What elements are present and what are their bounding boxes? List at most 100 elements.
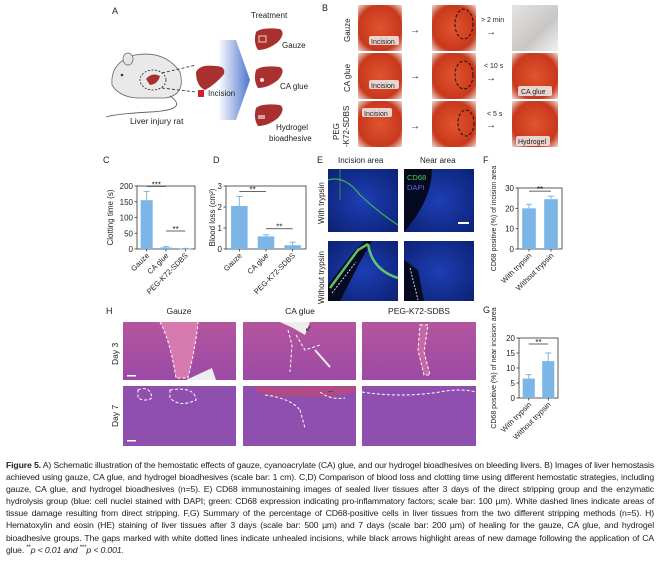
figure: A Liver injury rat Incision Treatment Ga… xyxy=(103,3,563,446)
photo-ca-glue-applied xyxy=(432,53,476,99)
panel-label-f: F xyxy=(483,155,489,165)
bar xyxy=(542,361,555,398)
y-axis-label: Clotting time (s) xyxy=(106,189,115,245)
photo-hydrogel-incision xyxy=(358,101,402,147)
arrow-icon: → xyxy=(486,73,496,84)
photo-gauze-applied xyxy=(432,5,476,51)
y-tick-label: 15 xyxy=(506,349,515,358)
panel-b: B Gauze Incision → > 2 min → CA glue Inc… xyxy=(322,3,558,147)
fluorescence-image xyxy=(328,169,398,232)
figure-caption: Figure 5. A) Schematic illustration of t… xyxy=(6,459,654,556)
bar xyxy=(140,200,153,249)
row-title-with-trypsin: With trypsin xyxy=(317,182,326,224)
caption-sig2-mark: *** xyxy=(79,544,87,551)
significance-label: ** xyxy=(537,185,543,194)
bar xyxy=(544,199,558,249)
hydrogel-incision-tag: Incision xyxy=(364,111,388,118)
bar xyxy=(522,208,536,249)
caption-figure-label: Figure 5. xyxy=(6,460,41,470)
y-tick-label: 3 xyxy=(218,182,223,191)
y-axis-label: CD68 positive (%) of near incision area xyxy=(491,307,498,428)
row-title-day3: Day 3 xyxy=(110,343,120,365)
y-axis-label: CD68 positive (%) of incision area xyxy=(491,166,498,272)
photo-gauze-result xyxy=(512,5,558,51)
significance-label: *** xyxy=(152,180,161,189)
caption-sig2-text: p < 0.001. xyxy=(86,544,124,555)
panel-h: H Gauze CA glue PEG-K72-SDBS Day 3 Day 7… xyxy=(106,306,477,446)
col-title-gauze: Gauze xyxy=(166,306,191,316)
arrow-icon: → xyxy=(410,25,420,36)
damage-arrow-icon: ↙ xyxy=(305,324,312,333)
bar xyxy=(284,245,301,249)
row-label-peg-line1: PEG xyxy=(332,123,341,140)
y-tick-label: 100 xyxy=(120,214,134,223)
legend-cd68: CD68 xyxy=(407,173,426,182)
bar xyxy=(160,247,172,249)
panel-label-h: H xyxy=(106,306,113,316)
panel-a: A Liver injury rat Incision Treatment Ga… xyxy=(105,6,312,143)
y-tick-label: 50 xyxy=(124,229,133,238)
panel-label-b: B xyxy=(322,3,328,13)
row-title-day7: Day 7 xyxy=(110,405,120,427)
panel-e: E Incision area Near area With trypsin W… xyxy=(317,155,474,304)
treatment-ca-glue-label: CA glue xyxy=(280,82,309,91)
arrow-icon: → xyxy=(410,121,420,132)
y-tick-label: 150 xyxy=(120,198,134,207)
significance-label: ** xyxy=(173,225,179,234)
hydrogel-result-tag: Hydrogel xyxy=(518,139,546,146)
col-title-near: Near area xyxy=(420,156,456,165)
y-tick-label: 30 xyxy=(505,184,514,193)
y-tick-label: 20 xyxy=(505,204,514,213)
row-label-ca-glue: CA glue xyxy=(343,63,352,92)
y-tick-label: 20 xyxy=(506,334,515,343)
chart-cd68-near: 0 5 10 15 20 CD68 positive (%) of near incisi… xyxy=(491,307,559,441)
y-tick-label: 200 xyxy=(120,182,134,191)
liver-gauze-icon xyxy=(254,28,283,50)
y-tick-label: 1 xyxy=(218,224,223,233)
liver-hydrogel-icon xyxy=(254,104,283,126)
y-tick-label: 10 xyxy=(505,225,514,234)
treatment-hydrogel-label: Hydrogel xyxy=(276,123,308,132)
panel-label-a: A xyxy=(112,6,118,16)
plot-frame xyxy=(517,187,563,250)
gauze-incision-tag: Incision xyxy=(371,39,395,46)
caption-text: A) Schematic illustration of the hemosta… xyxy=(6,460,655,555)
photo-ca-glue-incision xyxy=(358,53,402,99)
ca-glue-incision-tag: Incision xyxy=(371,83,395,90)
bar xyxy=(522,378,535,398)
bar xyxy=(257,236,275,249)
panel-label-e: E xyxy=(317,155,323,165)
incision-label: Incision xyxy=(208,89,235,98)
chart-cd68-incision: 0 10 20 30 CD68 positive (%) of incision are… xyxy=(491,166,563,292)
significance-label: ** xyxy=(250,186,256,195)
legend-dapi: DAPI xyxy=(407,183,425,192)
arrow-icon: → xyxy=(410,71,420,82)
row-label-peg-line2: -K72-SDBS xyxy=(342,106,351,147)
y-tick-label: 2 xyxy=(218,203,223,212)
photo-hydrogel-applied xyxy=(432,101,476,147)
liver-ca-glue-icon xyxy=(254,66,283,88)
col-title-incision: Incision area xyxy=(338,156,384,165)
rat-illustration xyxy=(105,52,197,118)
panel-label-g: G xyxy=(483,305,490,315)
col-title-ca-glue: CA glue xyxy=(285,306,315,316)
y-tick-label: 0 xyxy=(218,245,223,254)
significance-label: ** xyxy=(276,223,282,232)
caption-sig1-mark: ** xyxy=(26,544,31,551)
arrow-icon: → xyxy=(486,27,496,38)
y-tick-label: 5 xyxy=(511,379,516,388)
treatment-title: Treatment xyxy=(251,11,288,20)
panel-label-d: D xyxy=(213,155,220,165)
gauze-time: > 2 min xyxy=(481,17,504,24)
treatment-gauze-label: Gauze xyxy=(282,41,306,50)
x-tick-label: CA glue xyxy=(245,251,270,276)
x-tick-label: Gauze xyxy=(222,251,244,273)
y-axis-label: Blood loss (cm²) xyxy=(208,188,217,246)
y-tick-label: 0 xyxy=(510,245,515,254)
scale-bar xyxy=(458,222,469,224)
row-title-without-trypsin: Without trypsin xyxy=(317,251,326,304)
arrow-icon: → xyxy=(486,120,496,131)
injured-liver-icon xyxy=(196,65,225,97)
